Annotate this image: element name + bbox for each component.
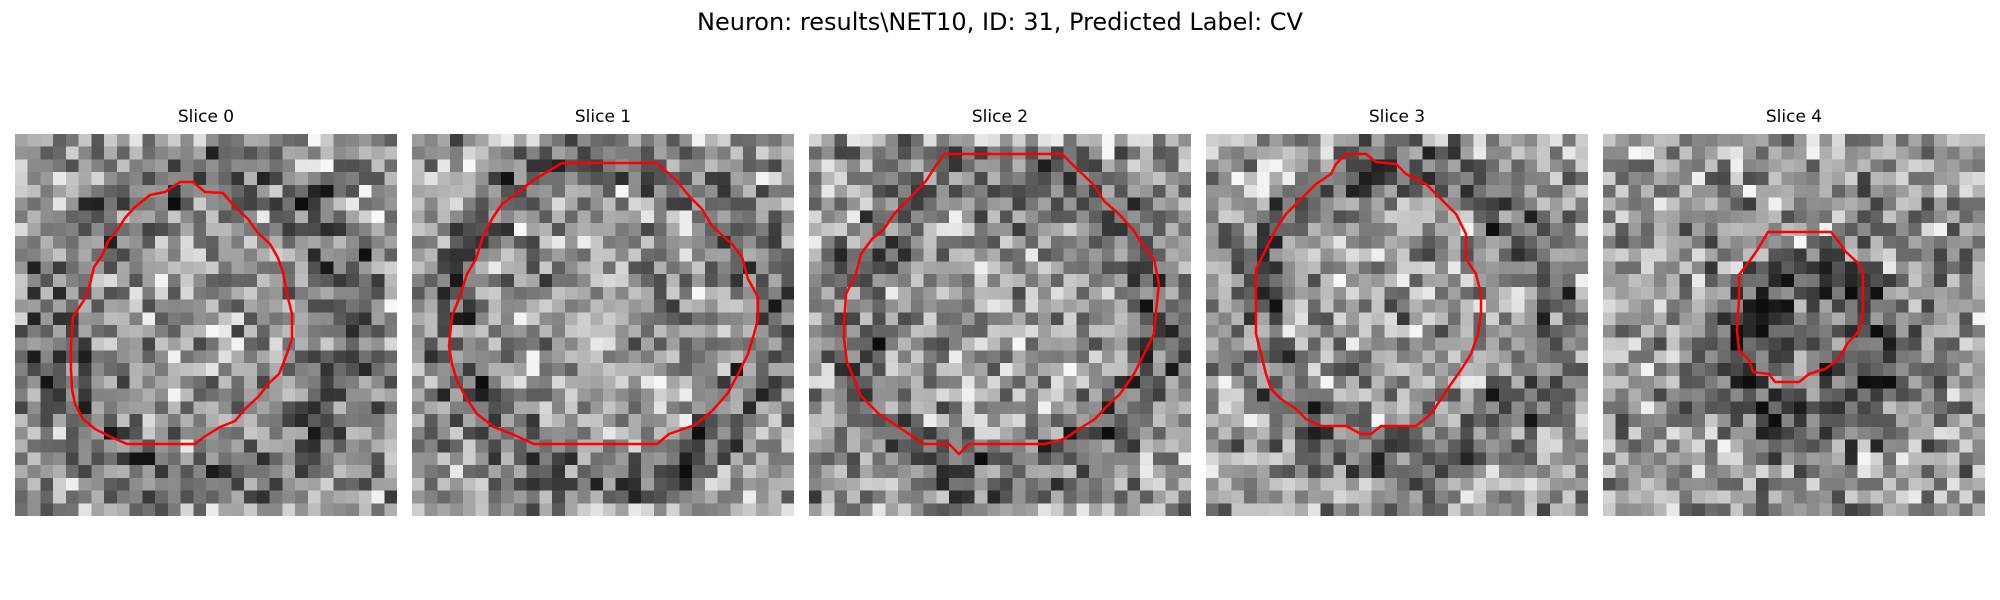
slice-image-3: [1206, 134, 1588, 516]
slice-title-3: Slice 3: [1368, 107, 1426, 127]
slice-panel-2: Slice 2: [809, 106, 1191, 516]
contour-overlay-2: [842, 152, 1161, 456]
red-contour-3: [1254, 152, 1483, 436]
red-contour-4: [1735, 230, 1865, 384]
contour-overlay-3: [1254, 152, 1483, 436]
slice-panel-4: Slice 4: [1603, 106, 1985, 516]
red-contour-0: [69, 180, 294, 446]
red-contour-1: [447, 161, 760, 446]
red-contour-2: [842, 152, 1161, 456]
slice-title-0: Slice 0: [177, 107, 235, 127]
slice-panel-3: Slice 3: [1206, 106, 1588, 516]
contour-overlay-4: [1735, 230, 1865, 384]
slice-title-2: Slice 2: [971, 107, 1029, 127]
contour-overlay-0: [69, 180, 294, 446]
slice-title-1: Slice 1: [574, 107, 632, 127]
figure-title: Neuron: results\NET10, ID: 31, Predicted…: [697, 8, 1303, 36]
slice-title-4: Slice 4: [1765, 107, 1823, 127]
slice-panel-1: Slice 1: [412, 106, 794, 516]
slice-image-4: [1603, 134, 1985, 516]
slice-panel-0: Slice 0: [15, 106, 397, 516]
slice-image-1: [412, 134, 794, 516]
slice-image-0: [15, 134, 397, 516]
contour-overlay-1: [447, 161, 760, 446]
slice-image-2: [809, 134, 1191, 516]
